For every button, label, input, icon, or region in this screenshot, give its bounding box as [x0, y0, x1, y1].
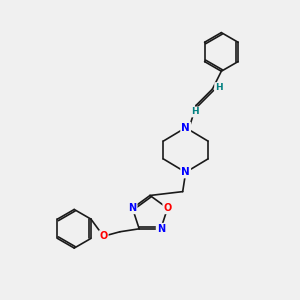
Text: H: H — [215, 83, 223, 92]
Text: N: N — [181, 167, 190, 177]
Text: O: O — [99, 231, 108, 241]
Text: N: N — [181, 123, 190, 133]
Text: N: N — [128, 203, 136, 213]
Text: O: O — [164, 203, 172, 213]
Text: N: N — [157, 224, 165, 234]
Text: H: H — [191, 107, 198, 116]
